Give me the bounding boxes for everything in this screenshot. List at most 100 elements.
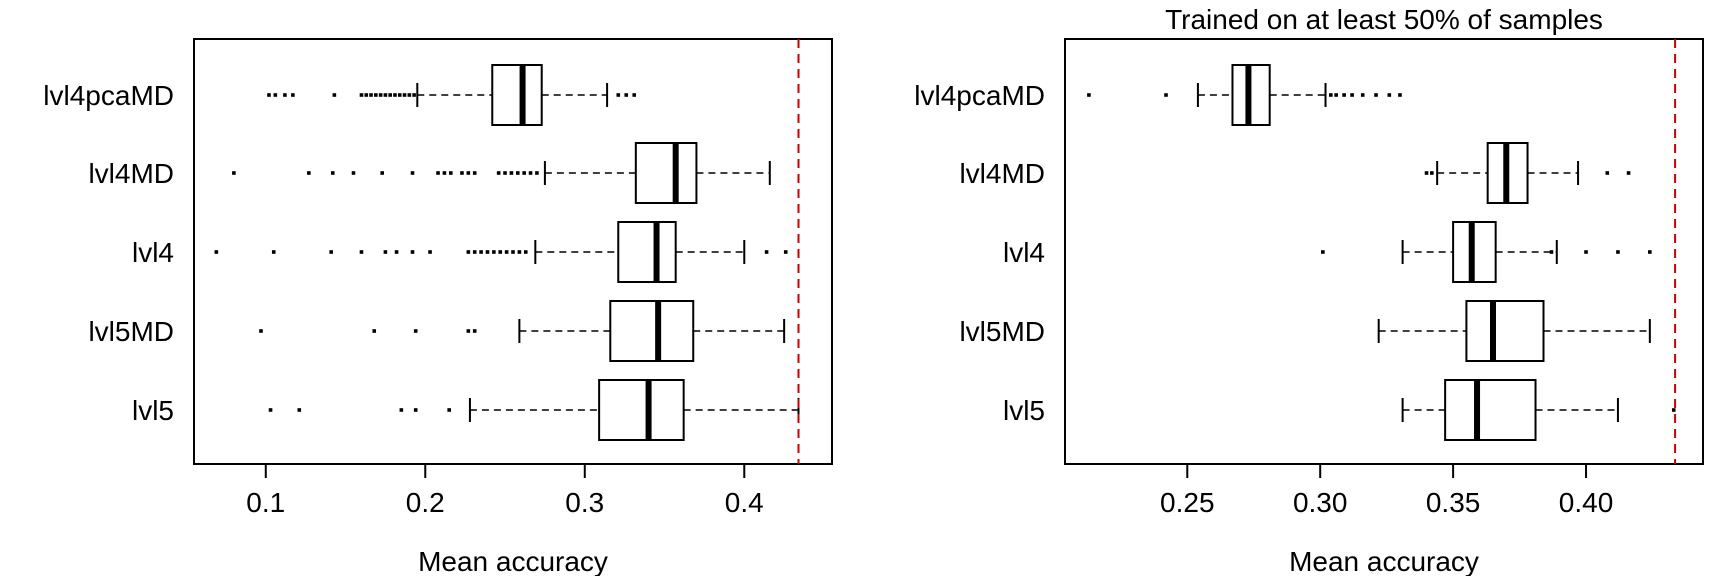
outlier-point (268, 408, 273, 412)
outlier-point (1360, 93, 1365, 97)
outlier-point (330, 171, 335, 175)
outlier-point (764, 250, 769, 254)
outlier-point (214, 250, 219, 254)
outlier-point (515, 171, 520, 175)
outlier-point (413, 329, 418, 333)
outlier-point (498, 250, 503, 254)
category-label: lvl5MD (959, 316, 1045, 347)
outlier-point (492, 250, 496, 254)
outlier-point (522, 171, 526, 175)
category-label: lvl5MD (88, 316, 174, 347)
outlier-point (388, 93, 392, 97)
iqr-box (617, 221, 677, 283)
outlier-point (267, 93, 271, 97)
x-tick-label: 0.30 (1293, 487, 1348, 518)
outlier-point (372, 329, 377, 333)
outlier-point (1329, 93, 1333, 97)
outlier-point (1424, 171, 1429, 175)
outlier-point (1616, 250, 1620, 254)
x-axis: 0.25 0.30 0.35 0.40 (1160, 464, 1613, 518)
outlier-point (297, 408, 302, 412)
outlier-point (383, 93, 388, 97)
outlier-point (1549, 250, 1554, 254)
outlier-point (359, 250, 364, 254)
outlier-point (402, 93, 407, 97)
outlier-point (1626, 171, 1631, 175)
outlier-point (472, 250, 477, 254)
x-tick-label: 0.3 (565, 487, 604, 518)
outlier-point (410, 250, 415, 254)
x-axis-label: Mean accuracy (418, 546, 608, 576)
category-label: lvl4MD (959, 158, 1045, 189)
box-lvl4pcaMD (1087, 64, 1402, 126)
outlier-point (291, 93, 295, 97)
outlier-point (271, 250, 276, 254)
category-label: lvl5 (132, 395, 174, 426)
outlier-point (447, 408, 451, 412)
outlier-point (332, 93, 337, 97)
outlier-point (364, 93, 369, 97)
category-label: lvl4pcaMD (43, 80, 174, 111)
outlier-point (485, 250, 490, 254)
panel-2: Trained on at least 50% of samples 0.25 0.… (914, 4, 1704, 577)
outlier-point (535, 171, 539, 175)
outlier-point (632, 93, 637, 97)
outlier-point (1342, 93, 1346, 97)
outlier-point (460, 171, 464, 175)
outlier-point (369, 93, 373, 97)
x-axis: 0.1 0.2 0.3 0.4 (246, 464, 764, 518)
outlier-point (1164, 93, 1168, 97)
outlier-point (399, 408, 404, 412)
iqr-box (598, 379, 685, 441)
outlier-point (378, 93, 383, 97)
outlier-point (448, 171, 453, 175)
category-label: lvl4 (132, 237, 174, 268)
x-tick-label: 0.40 (1559, 487, 1614, 518)
outlier-point (329, 250, 333, 254)
outlier-point (1321, 250, 1325, 254)
outlier-point (394, 250, 399, 254)
box-lvl4MD (232, 142, 771, 204)
iqr-box (491, 64, 543, 126)
outlier-point (504, 250, 509, 254)
outlier-point (283, 93, 287, 97)
outlier-point (503, 171, 507, 175)
outlier-point (1087, 93, 1091, 97)
outlier-point (1334, 93, 1338, 97)
box-lvl5MD (1377, 300, 1651, 362)
outlier-point (407, 93, 412, 97)
outlier-point (428, 250, 432, 254)
outlier-point (479, 250, 483, 254)
outlier-point (413, 408, 418, 412)
outlier-point (374, 93, 378, 97)
outlier-point (466, 171, 471, 175)
outlier-point (528, 171, 533, 175)
outlier-point (624, 93, 629, 97)
chart-title: Trained on at least 50% of samples (1165, 4, 1603, 35)
outlier-point (472, 329, 477, 333)
outlier-point (509, 171, 514, 175)
outlier-point (1350, 93, 1354, 97)
iqr-box (609, 300, 695, 362)
iqr-box (634, 142, 698, 204)
outlier-point (1605, 171, 1610, 175)
x-tick-label: 0.25 (1160, 487, 1215, 518)
outlier-point (523, 250, 528, 254)
category-label: lvl5 (1003, 395, 1045, 426)
outlier-point (273, 93, 278, 97)
x-tick-label: 0.2 (406, 487, 445, 518)
outlier-point (351, 171, 356, 175)
box-lvl4 (214, 221, 788, 283)
category-label: lvl4MD (88, 158, 174, 189)
plot-frame (1064, 38, 1704, 465)
x-axis-label: Mean accuracy (1289, 546, 1479, 576)
outlier-point (466, 329, 471, 333)
category-label: lvl4pcaMD (914, 80, 1045, 111)
outlier-point (466, 250, 471, 254)
iqr-box (1465, 300, 1545, 362)
outlier-point (1387, 93, 1392, 97)
outlier-point (397, 93, 402, 97)
outlier-point (1648, 250, 1652, 254)
